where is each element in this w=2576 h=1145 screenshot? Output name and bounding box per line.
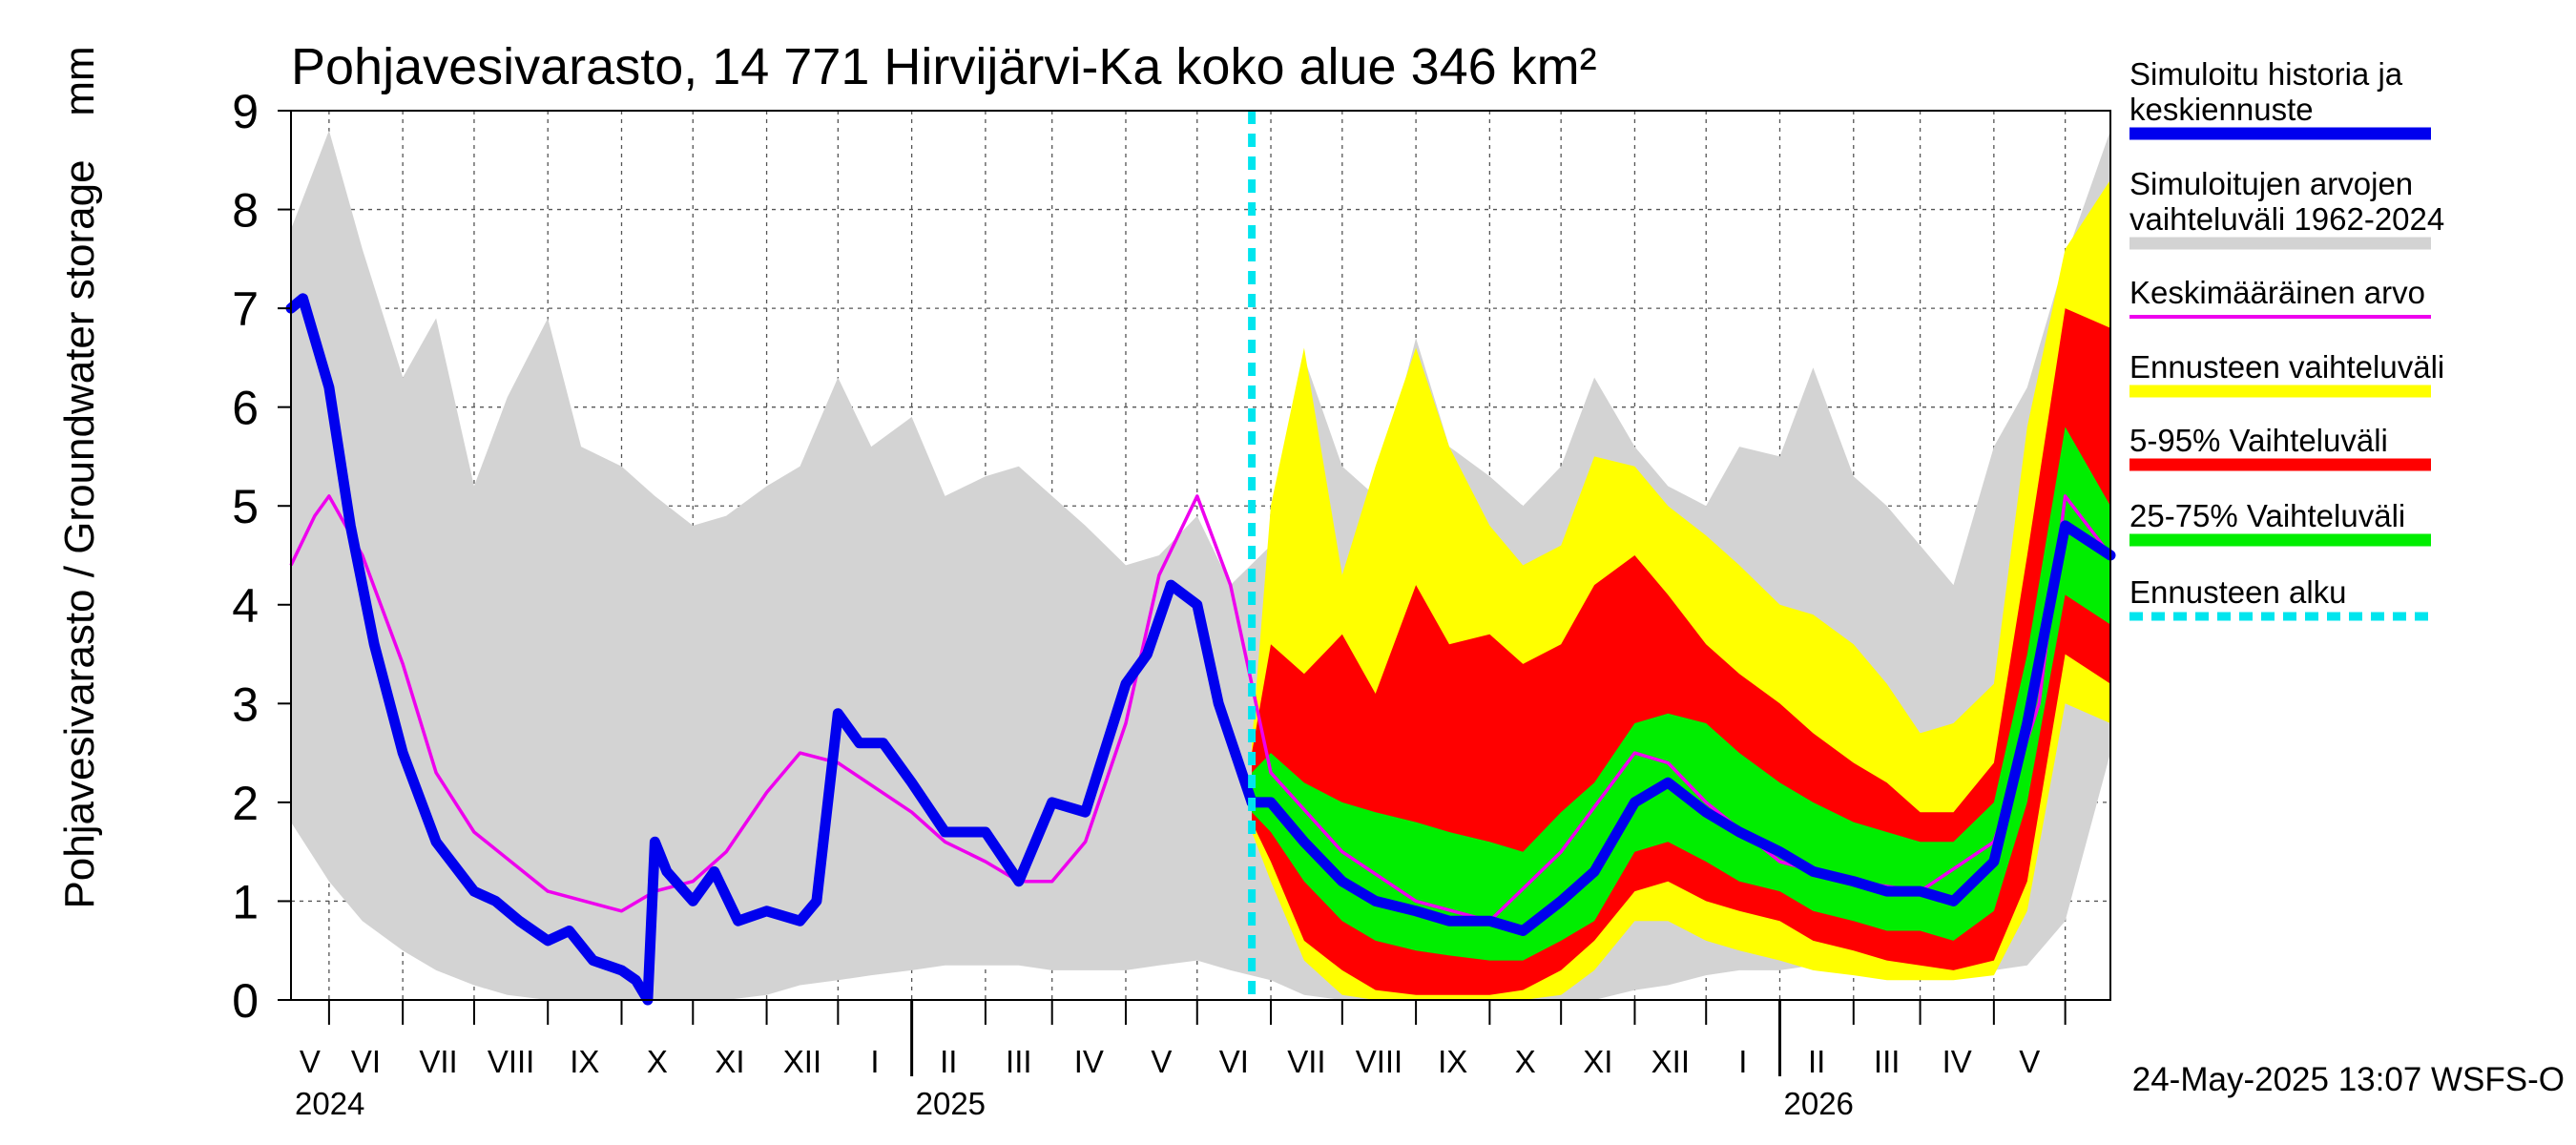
x-month-label: VIII [488, 1044, 535, 1079]
legend-label-range: Simuloitujen arvojen [2129, 166, 2413, 201]
x-month-label: II [940, 1044, 957, 1079]
x-month-label: IX [1438, 1044, 1467, 1079]
series-layer [285, 111, 2116, 1006]
legend-label-fc_range: Ennusteen vaihteluväli [2129, 349, 2444, 385]
y-tick-labels: 0 1 2 3 4 5 6 7 8 9 [232, 85, 259, 1028]
legend-label-history: keskiennuste [2129, 92, 2314, 127]
x-month-labels: V VI VII VIII IX X XI XII I II III IV V VI VII VIII IX X X… [300, 1044, 2040, 1079]
y-tick-label: 4 [232, 579, 259, 633]
x-month-label: I [870, 1044, 879, 1079]
simulated-history-line [285, 293, 1257, 1006]
legend-label-fc_start: Ennusteen alku [2129, 574, 2347, 610]
legend-label-p5_95: 5-95% Vaihteluväli [2129, 423, 2388, 458]
y-tick-label: 5 [232, 480, 259, 533]
y-tick-label: 6 [232, 382, 259, 435]
x-month-label: XI [715, 1044, 744, 1079]
x-year-labels: 2024 2025 2026 [295, 1086, 1854, 1121]
y-axis-unit: mm [56, 46, 103, 115]
x-year-label: 2026 [1783, 1086, 1853, 1121]
x-month-label: X [1515, 1044, 1536, 1079]
x-month-label: X [647, 1044, 668, 1079]
y-axis-label: Pohjavesivarasto / Groundwater storage [56, 159, 103, 908]
x-month-label: I [1738, 1044, 1747, 1079]
y-tick-label: 1 [232, 875, 259, 928]
legend-label-mean: Keskimääräinen arvo [2129, 275, 2425, 310]
x-month-label: III [1006, 1044, 1032, 1079]
x-month-label: IV [1074, 1044, 1104, 1079]
forecast-25-75-band [1252, 427, 2110, 961]
y-tick-label: 9 [232, 85, 259, 138]
x-month-label: VI [351, 1044, 381, 1079]
x-month-label: VII [419, 1044, 457, 1079]
x-year-label: 2024 [295, 1086, 364, 1121]
x-month-label: V [1151, 1044, 1172, 1079]
x-month-label: XII [783, 1044, 821, 1079]
forecast-median-line [1246, 520, 2116, 936]
x-month-label: VII [1287, 1044, 1325, 1079]
y-tick-label: 7 [232, 282, 259, 336]
x-month-label: VIII [1356, 1044, 1403, 1079]
legend-label-history: Simuloitu historia ja [2129, 56, 2403, 92]
x-month-label: XII [1652, 1044, 1690, 1079]
x-month-label: V [300, 1044, 321, 1079]
x-month-label: XI [1583, 1044, 1612, 1079]
plot-frame [290, 110, 2111, 1001]
y-tick-label: 8 [232, 184, 259, 238]
x-month-label: II [1808, 1044, 1825, 1079]
y-tick-label: 3 [232, 677, 259, 731]
x-month-label: III [1874, 1044, 1901, 1079]
x-month-label: V [2019, 1044, 2040, 1079]
x-month-label: IV [1942, 1044, 1972, 1079]
legend-label-range: vaihteluväli 1962-2024 [2129, 201, 2444, 237]
axes [278, 110, 2111, 1076]
x-year-label: 2025 [916, 1086, 986, 1121]
chart-title: Pohjavesivarasto, 14 771 Hirvijärvi-Ka k… [291, 38, 1597, 95]
forecast-5-95-band [1252, 308, 2110, 995]
x-month-label: VI [1219, 1044, 1249, 1079]
y-tick-label: 0 [232, 974, 259, 1028]
y-tick-label: 2 [232, 777, 259, 830]
x-month-label: IX [570, 1044, 599, 1079]
timestamp: 24-May-2025 13:07 WSFS-O [2132, 1061, 2565, 1098]
legend-label-p25_75: 25-75% Vaihteluväli [2129, 498, 2405, 533]
